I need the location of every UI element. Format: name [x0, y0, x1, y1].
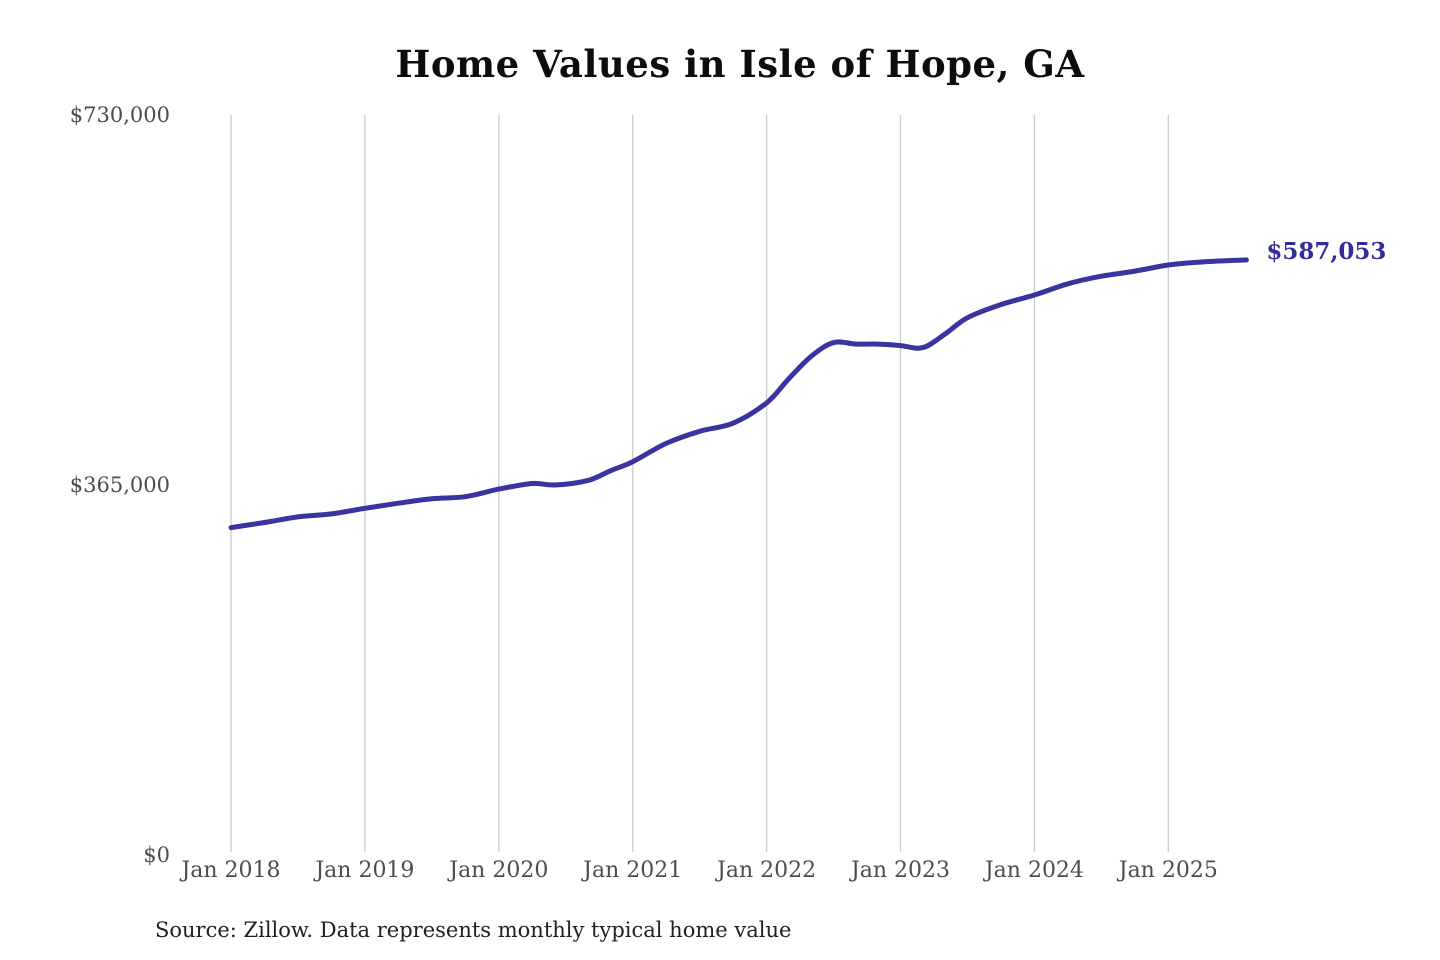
x-axis-label: Jan 2020: [449, 858, 549, 883]
x-axis-label: Jan 2018: [181, 858, 281, 883]
x-axis-label: Jan 2023: [850, 858, 951, 883]
x-axis-label: Jan 2022: [717, 858, 817, 883]
y-axis-label: $0: [143, 843, 170, 867]
x-axis-label: Jan 2025: [1118, 858, 1218, 883]
chart-title: Home Values in Isle of Hope, GA: [395, 42, 1085, 86]
current-value-label: $587,053: [1266, 237, 1387, 265]
home-value-line: [228, 257, 1249, 531]
x-axis-label: Jan 2024: [984, 858, 1084, 883]
x-axis-label: Jan 2021: [583, 858, 683, 883]
y-axis-label: $365,000: [69, 473, 170, 497]
source-note: Source: Zillow. Data represents monthly …: [155, 918, 792, 942]
x-axis-label: Jan 2019: [315, 858, 415, 883]
y-axis-label: $730,000: [69, 103, 170, 127]
